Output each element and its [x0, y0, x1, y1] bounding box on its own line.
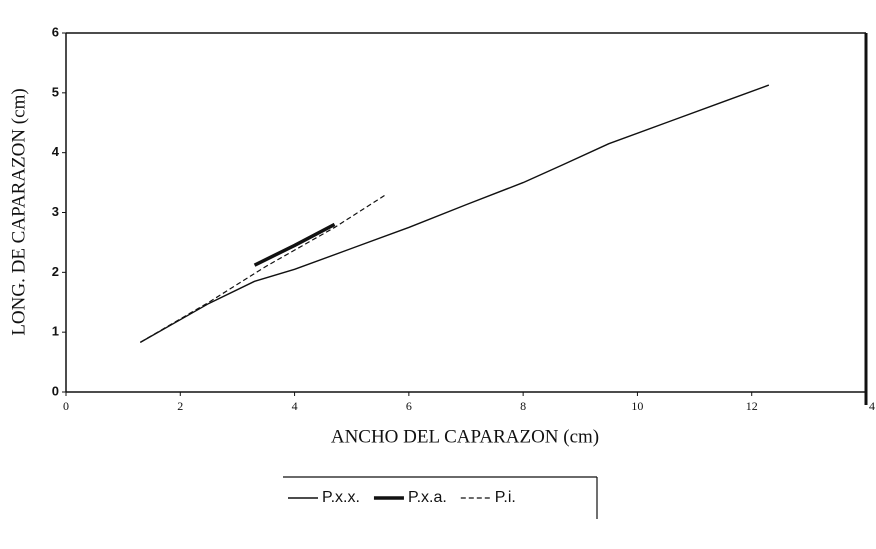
legend-label: P.i.	[495, 489, 516, 506]
x-tick-label: 8	[520, 399, 526, 413]
legend: P.x.x. P.x.a. P.i.	[288, 489, 516, 506]
data-line	[253, 222, 336, 267]
legend-label: P.x.x.	[322, 489, 360, 506]
x-tick-label: 4	[292, 399, 298, 413]
y-tick-label: 6	[52, 24, 59, 39]
x-tick-label: 6	[406, 399, 412, 413]
x-tick-label: 4	[869, 399, 875, 413]
y-tick-label: 1	[52, 324, 59, 339]
y-tick-label: 5	[52, 84, 59, 99]
y-tick-label: 2	[52, 264, 59, 279]
y-tick-label: 0	[52, 383, 59, 398]
y-tick-label: 4	[52, 144, 60, 159]
x-tick-label: 12	[746, 399, 758, 413]
x-tick-label: 10	[631, 399, 643, 413]
x-axis-title: ANCHO DEL CAPARAZON (cm)	[331, 426, 599, 447]
data-line	[139, 194, 387, 343]
legend-label: P.x.a.	[408, 489, 447, 506]
y-axis-title: LONG. DE CAPARAZON (cm)	[8, 88, 29, 335]
y-tick-label: 3	[52, 204, 59, 219]
x-tick-label: 0	[63, 399, 69, 413]
data-line	[139, 84, 770, 343]
x-tick-label: 2	[177, 399, 183, 413]
